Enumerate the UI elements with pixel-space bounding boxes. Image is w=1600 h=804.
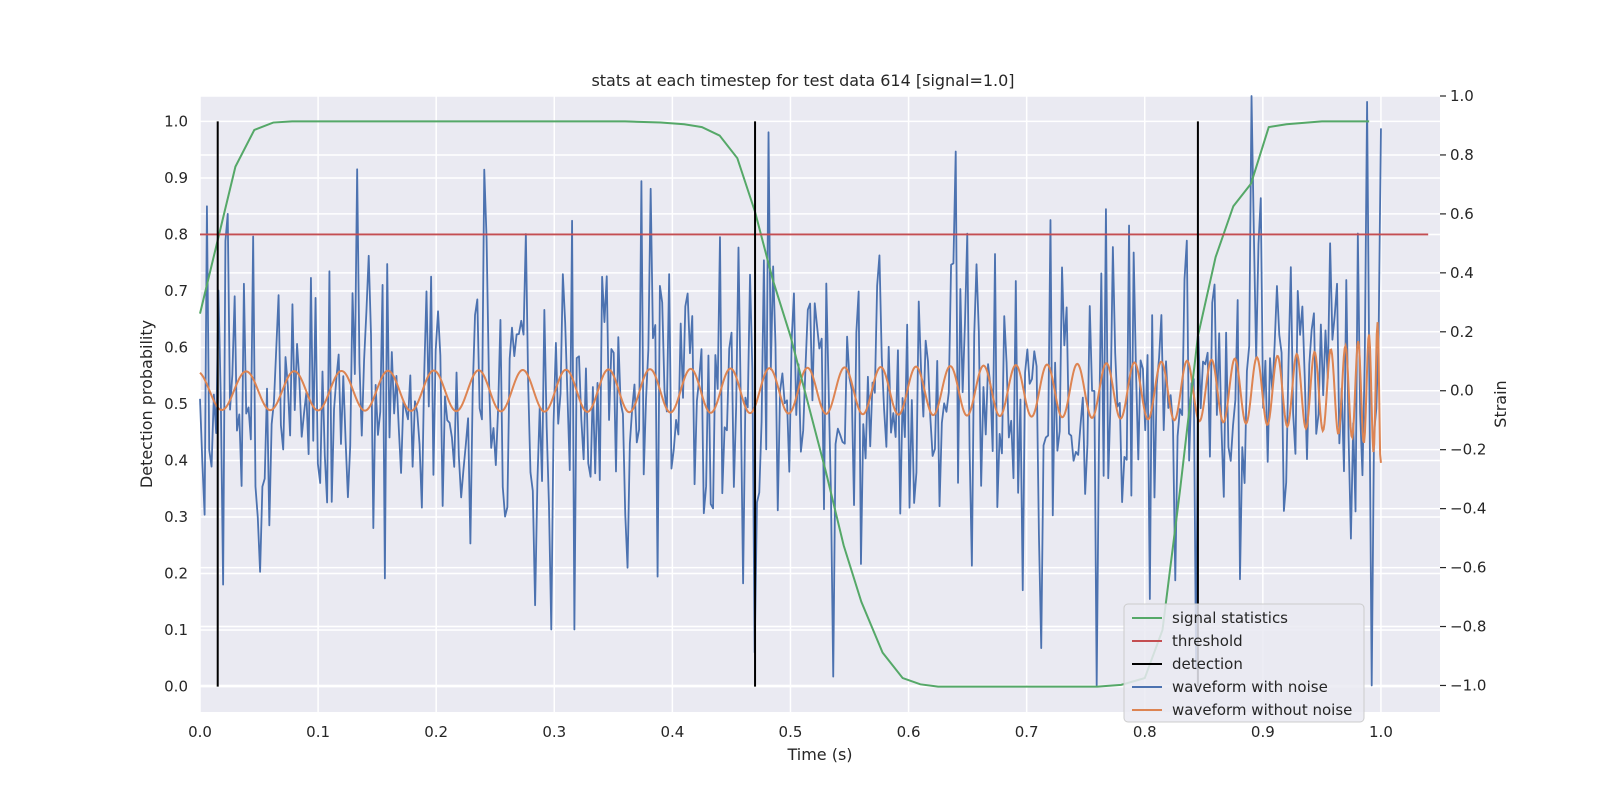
y2-tick-label: 1.0 (1450, 87, 1474, 105)
legend: signal statistics threshold detection wavef… (1123, 603, 1365, 723)
y2-tick-label: −0.4 (1450, 500, 1486, 518)
y2-tick-label: 0.0 (1450, 382, 1474, 400)
y2-tick-label: 0.4 (1450, 264, 1474, 282)
y-tick-label: 0.1 (164, 621, 188, 639)
y2-tick-label: −0.2 (1450, 441, 1486, 459)
x-tick-label: 0.3 (542, 723, 566, 741)
y2-tick-label: 0.2 (1450, 323, 1474, 341)
series-signal-statistics (199, 120, 1370, 688)
legend-entry: waveform without noise (1172, 701, 1352, 719)
x-tick-label: 0.9 (1251, 723, 1275, 741)
x-tick-label: 0.7 (1015, 723, 1039, 741)
legend-entry: threshold (1172, 632, 1243, 650)
legend-entry: waveform with noise (1172, 678, 1328, 696)
y-tick-label: 0.0 (164, 678, 188, 696)
legend-entry: detection (1172, 655, 1243, 673)
y-tick-label: 0.9 (164, 169, 188, 187)
legend-box (1123, 603, 1365, 723)
y-tick-label: 0.8 (164, 225, 188, 243)
x-axis-label: Time (s) (786, 745, 852, 764)
x-tick-label: 0.2 (424, 723, 448, 741)
x-tick-label: 0.1 (306, 723, 330, 741)
y-axis-label: Detection probability (137, 320, 156, 488)
y-tick-label: 0.7 (164, 282, 188, 300)
y-tick-label: 0.6 (164, 338, 188, 356)
y2-tick-label: −0.6 (1450, 559, 1486, 577)
y2-tick-label: −0.8 (1450, 618, 1486, 636)
y2-tick-label: −1.0 (1450, 676, 1486, 694)
x-tick-label: 0.4 (660, 723, 684, 741)
axes: 0.0 0.1 0.2 0.3 0.4 0.5 0.6 0.7 0.8 0.9 1.0 0.0 0.1 0… (164, 87, 1486, 741)
legend-entry: signal statistics (1172, 609, 1288, 627)
chart-title: stats at each timestep for test data 614… (591, 71, 1014, 90)
series-waveform-without-noise (199, 322, 1382, 463)
y-tick-label: 0.4 (164, 452, 188, 470)
x-tick-label: 1.0 (1369, 723, 1393, 741)
x-tick-label: 0.6 (897, 723, 921, 741)
plot-series (199, 95, 1429, 688)
y2-tick-label: 0.8 (1450, 146, 1474, 164)
x-tick-label: 0.5 (779, 723, 803, 741)
x-tick-label: 0.8 (1133, 723, 1157, 741)
y-tick-label: 0.2 (164, 565, 188, 583)
x-tick-label: 0.0 (188, 723, 212, 741)
y-tick-label: 0.5 (164, 395, 188, 413)
y-tick-label: 0.3 (164, 508, 188, 526)
y-tick-label: 1.0 (164, 112, 188, 130)
y2-tick-label: 0.6 (1450, 205, 1474, 223)
y2-axis-label: Strain (1491, 380, 1510, 427)
